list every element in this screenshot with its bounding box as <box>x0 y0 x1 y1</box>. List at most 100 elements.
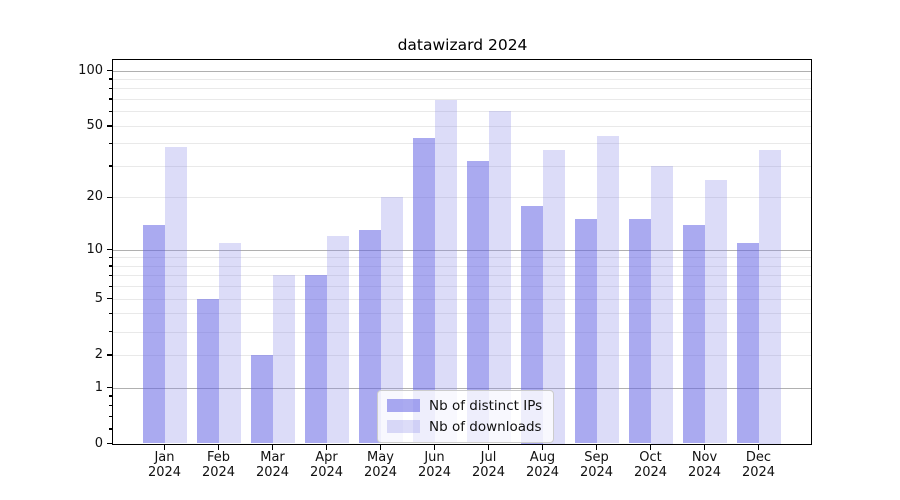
y-minor-tick-3 <box>108 330 113 333</box>
legend-swatch-distinct-ips <box>387 399 420 412</box>
y-minor-tick-80 <box>108 87 113 90</box>
y-tick-label-2: 2 <box>94 346 103 362</box>
legend-swatch-downloads <box>387 420 420 433</box>
gridline-y-minor-4 <box>113 313 811 315</box>
x-tick-label-apr-2024: Apr 2024 <box>309 449 344 481</box>
y-minor-tick-90 <box>108 78 113 80</box>
bar-nb-of-downloads-feb-2024 <box>218 242 241 444</box>
bar-nb-of-downloads-mar-2024 <box>272 275 295 444</box>
x-tick-label-mar-2024: Mar 2024 <box>255 449 290 481</box>
y-minor-tick-0.8 <box>108 395 113 397</box>
y-tick-label-20: 20 <box>86 189 103 205</box>
legend-label-downloads: Nb of downloads <box>429 418 542 435</box>
bar-nb-of-downloads-nov-2024 <box>704 180 727 444</box>
x-tick-label-dec-2024: Dec 2024 <box>741 449 776 481</box>
gridline-y-minor-30 <box>113 166 811 167</box>
y-tick-label-10: 10 <box>86 241 103 257</box>
x-tick-label-sep-2024: Sep 2024 <box>579 449 614 481</box>
gridline-y-minor-80 <box>113 88 811 90</box>
gridline-y-1 <box>113 387 811 389</box>
y-minor-tick-7 <box>108 274 113 277</box>
bar-nb-of-distinct-ips-oct-2024 <box>628 219 651 444</box>
bar-nb-of-downloads-dec-2024 <box>758 149 781 444</box>
bar-nb-of-distinct-ips-sep-2024 <box>574 219 597 444</box>
x-tick-jan-2024 <box>163 443 166 450</box>
bar-nb-of-downloads-oct-2024 <box>650 166 673 444</box>
x-tick-label-aug-2024: Aug 2024 <box>525 449 560 481</box>
y-minor-tick-6 <box>108 285 113 288</box>
bar-nb-of-distinct-ips-feb-2024 <box>196 298 219 444</box>
x-tick-may-2024 <box>379 443 382 450</box>
y-tick-10 <box>106 248 113 251</box>
x-tick-aug-2024 <box>541 443 544 450</box>
bar-nb-of-downloads-may-2024 <box>380 197 403 444</box>
bar-nb-of-distinct-ips-mar-2024 <box>250 354 273 444</box>
bar-nb-of-distinct-ips-may-2024 <box>358 230 381 444</box>
x-tick-label-jan-2024: Jan 2024 <box>147 449 182 481</box>
y-minor-tick-30 <box>108 165 113 167</box>
y-tick-label-0: 0 <box>94 435 103 451</box>
y-minor-tick-0.6 <box>108 404 113 407</box>
y-tick-label-100: 100 <box>78 62 103 78</box>
y-minor-tick-70 <box>108 98 113 100</box>
bar-nb-of-distinct-ips-apr-2024 <box>304 275 327 444</box>
plot-inner: Nb of distinct IPs Nb of downloads Jan 20… <box>78 60 811 480</box>
y-tick-20 <box>106 196 113 199</box>
x-tick-dec-2024 <box>757 443 760 450</box>
y-tick-label-50: 50 <box>86 117 103 133</box>
x-tick-label-oct-2024: Oct 2024 <box>633 449 668 481</box>
y-tick-2 <box>106 354 113 356</box>
y-minor-tick-9 <box>108 256 113 259</box>
gridline-y-minor-7 <box>113 275 811 277</box>
x-tick-jul-2024 <box>487 443 490 450</box>
gridline-y-minor-60 <box>113 111 811 113</box>
chart-title: datawizard 2024 <box>397 36 528 54</box>
bar-nb-of-downloads-jan-2024 <box>164 147 187 444</box>
legend-item-downloads: Nb of downloads <box>387 419 542 435</box>
y-tick-1 <box>106 386 113 389</box>
x-tick-mar-2024 <box>271 443 274 450</box>
x-tick-apr-2024 <box>325 443 328 450</box>
x-tick-feb-2024 <box>217 443 220 450</box>
legend: Nb of distinct IPs Nb of downloads <box>377 389 555 443</box>
legend-item-distinct-ips: Nb of distinct IPs <box>387 398 542 414</box>
gridline-y-100 <box>113 70 811 72</box>
gridline-y-minor-90 <box>113 78 811 80</box>
gridline-y-minor-8 <box>113 265 811 267</box>
bar-nb-of-downloads-apr-2024 <box>326 236 349 444</box>
gridline-y-minor-9 <box>113 257 811 259</box>
bar-nb-of-distinct-ips-dec-2024 <box>736 242 759 444</box>
gridline-y-minor-70 <box>113 99 811 100</box>
bar-nb-of-distinct-ips-jul-2024 <box>466 160 489 444</box>
y-tick-label-5: 5 <box>94 290 103 306</box>
y-tick-label-1: 1 <box>94 379 103 395</box>
gridline-y-minor-40 <box>113 143 811 145</box>
bar-nb-of-downloads-jun-2024 <box>434 100 457 444</box>
bar-nb-of-downloads-sep-2024 <box>596 135 619 444</box>
bar-nb-of-distinct-ips-jun-2024 <box>412 137 435 444</box>
x-tick-label-feb-2024: Feb 2024 <box>201 449 236 481</box>
y-minor-tick-4 <box>108 312 113 315</box>
gridline-y-minor-6 <box>113 286 811 288</box>
gridline-y-5 <box>113 298 811 300</box>
bar-nb-of-downloads-aug-2024 <box>542 149 565 444</box>
legend-label-distinct-ips: Nb of distinct IPs <box>429 397 543 414</box>
y-tick-50 <box>106 125 113 127</box>
gridline-y-50 <box>113 125 811 127</box>
x-tick-sep-2024 <box>595 443 598 450</box>
x-tick-oct-2024 <box>649 443 652 450</box>
x-tick-label-nov-2024: Nov 2024 <box>687 449 722 481</box>
y-minor-tick-0.4 <box>108 415 113 418</box>
x-tick-label-jul-2024: Jul 2024 <box>471 449 506 481</box>
bar-nb-of-distinct-ips-jan-2024 <box>142 224 165 444</box>
x-tick-nov-2024 <box>703 443 706 450</box>
x-tick-label-may-2024: May 2024 <box>363 449 398 481</box>
y-tick-0 <box>106 442 113 445</box>
y-minor-tick-40 <box>108 142 113 145</box>
y-minor-tick-60 <box>108 110 113 113</box>
x-tick-label-jun-2024: Jun 2024 <box>417 449 452 481</box>
y-minor-tick-0.2 <box>108 428 113 430</box>
gridline-y-2 <box>113 354 811 356</box>
y-tick-100 <box>106 69 113 72</box>
